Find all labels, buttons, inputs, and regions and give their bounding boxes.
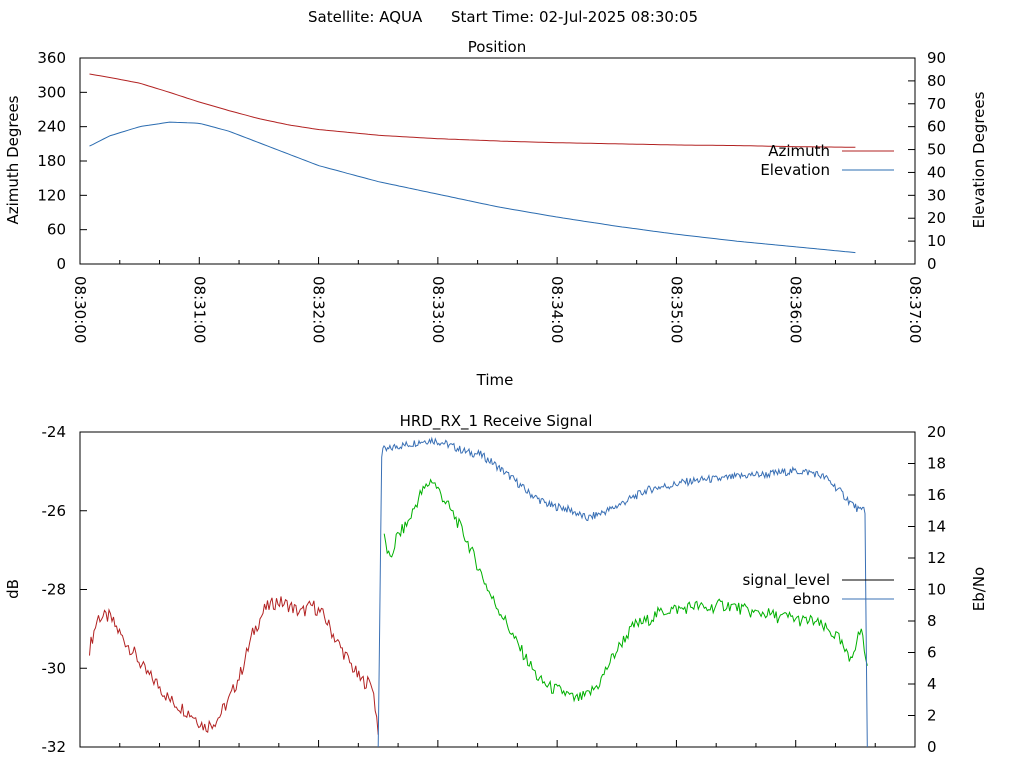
- signal-y2-tick-label: 6: [927, 644, 937, 662]
- position-axis-ticks: 0 60 120 180 240 300 360 0 10 20 30 40 50 60 70 80 90 08:…: [37, 49, 946, 343]
- legend-azimuth-label: Azimuth: [768, 142, 830, 160]
- signal-level-line-locked: [383, 478, 868, 703]
- position-y2-tick-label: 20: [927, 209, 946, 227]
- signal-chart-title: HRD_RX_1 Receive Signal: [400, 412, 593, 431]
- legend-elevation-label: Elevation: [760, 161, 830, 179]
- position-x-tick-label: 08:32:00: [310, 276, 328, 343]
- legend-signal-level-label: signal_level: [742, 571, 830, 590]
- position-x-tick-label: 08:34:00: [548, 276, 566, 343]
- position-chart-title: Position: [468, 38, 526, 56]
- position-y-axis-label: Azimuth Degrees: [4, 95, 22, 224]
- signal-y2-axis-label: Eb/No: [970, 567, 988, 611]
- position-y-tick-label: 240: [37, 118, 66, 136]
- signal-y2-tick-label: 20: [927, 423, 946, 441]
- signal-level-line-unlocked: [89, 596, 379, 735]
- signal-y2-tick-label: 4: [927, 675, 937, 693]
- elevation-line: [89, 121, 856, 254]
- position-legend: Azimuth Elevation: [760, 142, 894, 179]
- signal-y-tick-label: -32: [42, 738, 67, 756]
- position-x-axis-label: Time: [476, 371, 514, 389]
- satellite-label: Satellite: AQUA: [308, 8, 423, 26]
- position-x-tick-label: 08:37:00: [906, 276, 924, 343]
- signal-y-tick-label: -26: [42, 502, 67, 520]
- legend-ebno-label: ebno: [793, 590, 830, 608]
- position-x-tick-label: 08:35:00: [667, 276, 685, 343]
- position-chart: Position Azimuth Degrees Elevation Degre…: [4, 38, 988, 389]
- position-y2-tick-label: 30: [927, 186, 946, 204]
- signal-axis-ticks: -32 -30 -28 -26 -24 0 2 4 6 8 10 12 14 16 18 20: [42, 423, 947, 756]
- signal-plot-frame: [79, 431, 916, 748]
- position-y2-tick-label: 40: [927, 163, 946, 181]
- position-series: [89, 73, 856, 254]
- signal-y2-tick-label: 18: [927, 455, 946, 473]
- position-y2-tick-label: 70: [927, 95, 946, 113]
- signal-y2-tick-label: 16: [927, 486, 946, 504]
- signal-y2-tick-label: 8: [927, 612, 937, 630]
- position-y-tick-label: 360: [37, 49, 66, 67]
- position-y-tick-label: 60: [47, 221, 66, 239]
- position-y-tick-label: 120: [37, 186, 66, 204]
- position-y2-tick-label: 90: [927, 49, 946, 67]
- signal-chart: HRD_RX_1 Receive Signal dB Eb/No -32-30-…: [4, 412, 988, 756]
- signal-legend: signal_level ebno: [742, 571, 894, 608]
- signal-y2-tick-label: 0: [927, 738, 937, 756]
- position-x-tick-label: 08:30:00: [71, 276, 89, 343]
- signal-y-tick-label: -28: [42, 581, 67, 599]
- position-x-tick-label: 08:31:00: [190, 276, 208, 343]
- position-y2-tick-label: 10: [927, 232, 946, 250]
- position-x-tick-label: 08:33:00: [429, 276, 447, 343]
- signal-y2-tick-label: 14: [927, 518, 946, 536]
- start-time-label: Start Time: 02-Jul-2025 08:30:05: [451, 8, 698, 26]
- signal-y2-tick-label: 2: [927, 707, 937, 725]
- position-y2-tick-label: 0: [927, 255, 937, 273]
- position-y2-tick-label: 60: [927, 118, 946, 136]
- azimuth-line: [89, 73, 856, 148]
- position-y2-tick-label: 80: [927, 72, 946, 90]
- signal-y2-tick-label: 10: [927, 581, 946, 599]
- signal-frame-rect: [79, 431, 916, 748]
- position-y2-tick-label: 50: [927, 141, 946, 159]
- signal-y-axis-label: dB: [4, 579, 22, 599]
- position-y2-axis-label: Elevation Degrees: [970, 91, 988, 228]
- position-y-tick-label: 180: [37, 152, 66, 170]
- signal-series: [89, 436, 868, 748]
- signal-y-tick-label: -24: [42, 423, 67, 441]
- signal-y2-tick-label: 12: [927, 549, 946, 567]
- position-y-tick-label: 300: [37, 83, 66, 101]
- position-y-tick-label: 0: [56, 255, 66, 273]
- position-x-tick-label: 08:36:00: [787, 276, 805, 343]
- ebno-line: [377, 436, 868, 748]
- signal-y-tick-label: -30: [42, 659, 67, 677]
